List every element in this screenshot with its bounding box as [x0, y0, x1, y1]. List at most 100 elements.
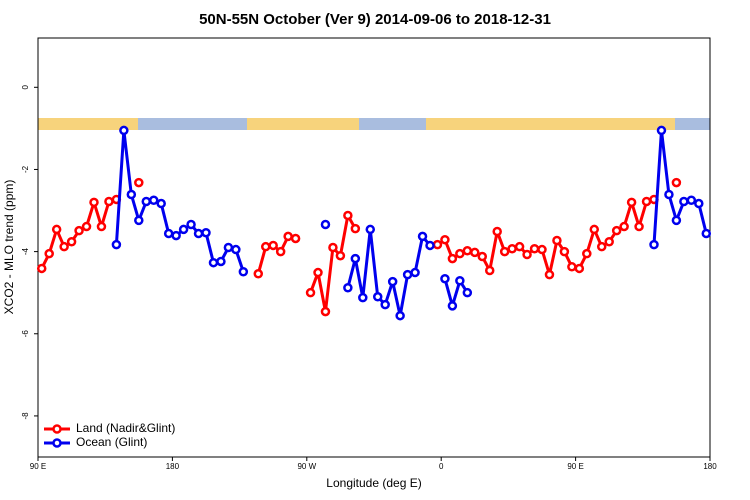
data-point — [223, 242, 234, 253]
data-point — [119, 125, 129, 136]
data-point — [514, 241, 525, 252]
data-point — [134, 215, 144, 226]
data-point — [634, 221, 644, 232]
data-point — [649, 239, 659, 250]
data-point — [104, 196, 114, 207]
data-point — [455, 248, 465, 259]
data-point — [44, 248, 54, 259]
data-point — [679, 196, 689, 207]
data-point — [395, 310, 405, 321]
data-point — [89, 197, 99, 208]
data-point — [372, 292, 383, 302]
data-point — [178, 224, 189, 235]
data-point — [574, 263, 585, 274]
data-point — [163, 228, 174, 239]
data-point — [477, 251, 488, 262]
data-point — [320, 306, 331, 317]
data-point — [492, 226, 502, 237]
data-point — [619, 221, 629, 232]
y-tick-label: -6 — [21, 330, 30, 338]
plot-frame — [37, 37, 711, 458]
data-point — [589, 224, 600, 235]
y-tick-label: -4 — [21, 248, 30, 256]
legend-label: Land (Nadir&Glint) — [76, 421, 175, 435]
data-point — [59, 241, 69, 252]
data-point — [350, 223, 361, 234]
data-point — [671, 177, 682, 188]
data-point — [148, 195, 159, 206]
x-tick-label: 0 — [439, 462, 444, 471]
data-point — [671, 215, 682, 226]
chart-title: 50N-55N October (Ver 9) 2014-09-06 to 20… — [199, 11, 551, 28]
x-axis-label: Longitude (deg E) — [326, 476, 421, 490]
land-strip — [426, 118, 675, 130]
y-tick-label: 0 — [21, 85, 30, 90]
data-point — [275, 246, 286, 257]
data-point — [470, 247, 480, 258]
data-point — [432, 239, 443, 250]
data-point — [134, 177, 144, 188]
data-point — [74, 225, 84, 236]
data-point — [552, 235, 562, 246]
data-point — [387, 276, 398, 287]
data-point — [350, 253, 361, 264]
data-point — [186, 219, 196, 230]
data-point — [507, 243, 517, 254]
land-strip — [38, 118, 138, 130]
data-point — [313, 267, 323, 278]
data-point — [544, 269, 555, 280]
data-point — [596, 241, 607, 252]
legend-label: Ocean (Glint) — [76, 435, 147, 449]
data-point — [365, 224, 376, 235]
data-point — [567, 262, 577, 272]
data-point — [216, 256, 226, 267]
data-point — [253, 269, 264, 279]
data-point — [111, 239, 122, 250]
data-point — [604, 236, 614, 247]
legend-swatch — [52, 438, 62, 448]
x-tick-label: 90 E — [30, 462, 46, 471]
data-point — [522, 249, 532, 260]
x-tick-label: 90 W — [297, 462, 316, 471]
data-point — [231, 244, 241, 255]
data-point — [455, 276, 465, 286]
data-point — [358, 292, 368, 303]
data-point — [694, 198, 704, 209]
data-point — [701, 228, 712, 239]
data-point — [462, 246, 473, 256]
x-tick-label: 180 — [703, 462, 717, 471]
data-point — [193, 228, 204, 239]
map-strip — [38, 118, 710, 130]
data-point — [201, 227, 211, 238]
data-point — [417, 231, 428, 242]
data-point — [96, 221, 107, 232]
series-line — [114, 128, 708, 318]
data-point — [559, 246, 570, 257]
data-point — [537, 244, 547, 255]
data-point — [447, 301, 458, 311]
data-point — [686, 195, 697, 206]
data-point — [305, 287, 316, 298]
data-point — [529, 243, 540, 254]
data-point — [440, 234, 450, 245]
data-point — [66, 236, 77, 247]
data-point — [171, 230, 181, 241]
land-strip — [247, 118, 359, 130]
data-point — [290, 233, 301, 244]
data-point — [402, 269, 413, 280]
y-tick-label: -2 — [21, 165, 30, 173]
data-point — [126, 189, 137, 200]
data-point — [626, 197, 637, 208]
data-point — [208, 257, 219, 268]
data-point — [343, 283, 353, 293]
data-point — [499, 246, 510, 257]
data-point — [447, 253, 458, 264]
data-point — [664, 189, 674, 200]
data-point — [156, 198, 166, 209]
data-point — [582, 248, 592, 259]
data-point — [238, 266, 249, 277]
data-point — [410, 267, 420, 278]
data-point — [51, 224, 62, 235]
data-point — [440, 273, 450, 284]
